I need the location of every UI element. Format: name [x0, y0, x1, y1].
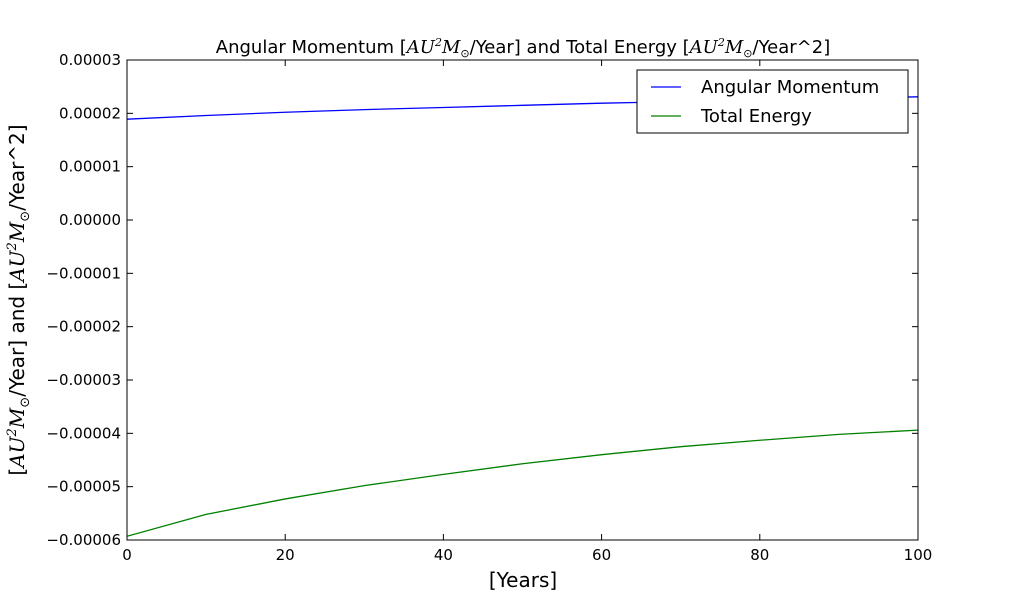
legend: Angular Momentum Total Energy [636, 69, 909, 134]
x-tick-label: 40 [434, 546, 453, 564]
title-part-1: Angular Momentum [ [216, 37, 407, 58]
y-tick-label: −0.00005 [46, 478, 121, 496]
chart-title: Angular Momentum [AU2M⊙/Year] and Total … [216, 36, 830, 60]
x-tick-label: 20 [276, 546, 295, 564]
x-tick-label: 80 [750, 546, 769, 564]
y-tick-label: 0.00003 [59, 51, 121, 69]
legend-label-angular-momentum: Angular Momentum [701, 77, 879, 98]
y-tick-label: 0.00001 [59, 158, 121, 176]
title-part-3: /Year^2] [752, 37, 830, 58]
y-tick-label: −0.00006 [46, 531, 121, 549]
x-tick-label: 60 [592, 546, 611, 564]
series-line-total-energy [126, 429, 919, 537]
y-tick-label: 0.00002 [59, 104, 121, 122]
y-axis-label: [AU2M⊙/Year] and [AU2M⊙/Year^2] [5, 124, 33, 475]
y-tick-label: −0.00002 [46, 318, 121, 336]
y-tick-label: −0.00001 [46, 264, 121, 282]
legend-label-total-energy: Total Energy [700, 106, 812, 127]
plot-area [127, 60, 918, 540]
plot-frame [126, 59, 919, 541]
legend-box [636, 69, 909, 134]
y-axis-ticks: 0.00003 0.00002 0.00001 0.00000 −0.00001 −0.0… [46, 51, 918, 549]
x-tick-label: 100 [904, 546, 933, 564]
x-axis-label: [Years] [489, 568, 557, 592]
y-tick-label: −0.00004 [46, 424, 121, 442]
title-part-2: /Year] and Total Energy [ [470, 37, 690, 58]
y-tick-label: 0.00000 [59, 211, 121, 229]
y-tick-label: −0.00003 [46, 371, 121, 389]
x-tick-label: 0 [122, 546, 132, 564]
